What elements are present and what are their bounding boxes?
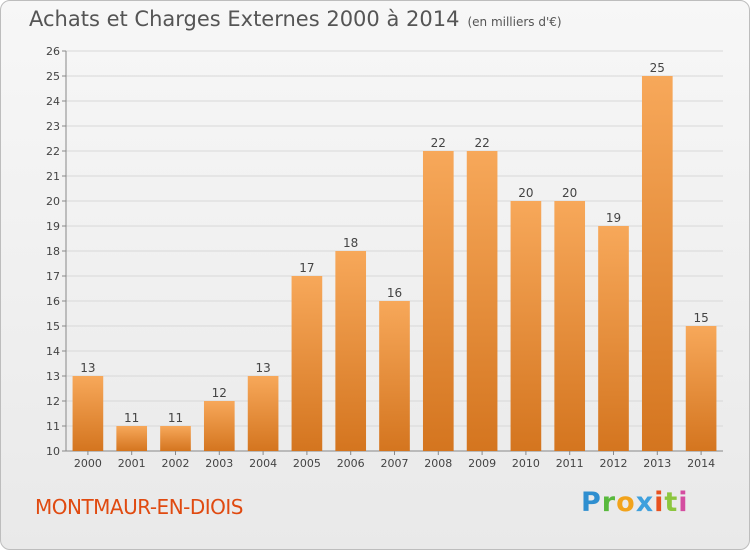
logo-letter: i bbox=[678, 487, 689, 518]
y-tick-label: 23 bbox=[46, 120, 60, 133]
data-label: 12 bbox=[212, 386, 227, 400]
logo-letter: o bbox=[616, 487, 636, 518]
proxiti-logo: Proxiti bbox=[581, 487, 689, 518]
data-label: 13 bbox=[255, 361, 270, 375]
y-tick-label: 13 bbox=[46, 370, 60, 383]
data-label: 25 bbox=[650, 61, 665, 75]
x-tick-label: 2001 bbox=[118, 457, 146, 470]
y-tick-label: 20 bbox=[46, 195, 60, 208]
y-tick-label: 11 bbox=[46, 420, 60, 433]
x-tick-label: 2005 bbox=[293, 457, 321, 470]
y-tick-label: 24 bbox=[46, 95, 60, 108]
logo-letter: x bbox=[635, 487, 655, 518]
bar bbox=[291, 276, 323, 451]
data-label: 20 bbox=[518, 186, 533, 200]
bar bbox=[160, 426, 191, 451]
bar bbox=[685, 326, 717, 451]
x-tick-label: 2010 bbox=[512, 457, 540, 470]
y-tick-label: 15 bbox=[46, 320, 60, 333]
x-tick-label: 2009 bbox=[468, 457, 496, 470]
data-label: 18 bbox=[343, 236, 358, 250]
x-tick-label: 2013 bbox=[643, 457, 671, 470]
x-tick-labels: 2000 2001 2002 2003 2004 2005 2006 2007 2008 2009… bbox=[74, 457, 715, 470]
bars bbox=[72, 76, 717, 451]
chart-title: Achats et Charges Externes 2000 à 2014 (e… bbox=[29, 7, 562, 31]
y-tick-label: 26 bbox=[46, 45, 60, 58]
data-label: 15 bbox=[693, 311, 708, 325]
bar bbox=[598, 226, 629, 451]
bar bbox=[72, 376, 104, 451]
bar bbox=[379, 301, 410, 451]
x-tick-label: 2014 bbox=[687, 457, 715, 470]
data-label: 11 bbox=[168, 411, 183, 425]
y-tick-label: 10 bbox=[46, 445, 60, 458]
bar bbox=[641, 76, 673, 451]
bar bbox=[335, 251, 367, 451]
bar bbox=[203, 401, 235, 451]
data-label: 17 bbox=[299, 261, 314, 275]
bar bbox=[466, 151, 498, 451]
data-label: 16 bbox=[387, 286, 402, 300]
bar bbox=[116, 426, 148, 451]
bar bbox=[554, 201, 586, 451]
y-tick-label: 12 bbox=[46, 395, 60, 408]
x-tick-label: 2000 bbox=[74, 457, 102, 470]
x-tick-label: 2008 bbox=[424, 457, 452, 470]
y-tick-label: 22 bbox=[46, 145, 60, 158]
y-tick-label: 16 bbox=[46, 295, 60, 308]
chart-unit: (en milliers d'€) bbox=[467, 15, 562, 29]
x-tick-label: 2012 bbox=[600, 457, 628, 470]
data-labels: 13 11 11 12 13 17 18 16 22 22 20 20 19 25 15 bbox=[80, 61, 708, 425]
data-label: 13 bbox=[80, 361, 95, 375]
logo-letter: i bbox=[654, 487, 665, 518]
place-name: MONTMAUR-EN-DIOIS bbox=[35, 495, 244, 519]
y-tick-label: 18 bbox=[46, 245, 60, 258]
chart-title-text: Achats et Charges Externes 2000 à 2014 bbox=[29, 7, 460, 31]
data-label: 22 bbox=[474, 136, 489, 150]
data-label: 22 bbox=[431, 136, 446, 150]
x-tick-label: 2002 bbox=[162, 457, 190, 470]
y-tick-label: 17 bbox=[46, 270, 60, 283]
x-tick-label: 2004 bbox=[249, 457, 277, 470]
x-tick-label: 2011 bbox=[556, 457, 584, 470]
y-tick-label: 25 bbox=[46, 70, 60, 83]
data-label: 19 bbox=[606, 211, 621, 225]
y-tick-label: 14 bbox=[46, 345, 60, 358]
y-tick-label: 21 bbox=[46, 170, 60, 183]
x-tick-label: 2006 bbox=[337, 457, 365, 470]
data-label: 11 bbox=[124, 411, 139, 425]
bar bbox=[247, 376, 279, 451]
x-tick-label: 2007 bbox=[381, 457, 409, 470]
logo-letter: r bbox=[601, 487, 617, 518]
x-tick-label: 2003 bbox=[205, 457, 233, 470]
bar bbox=[510, 201, 542, 451]
y-tick-labels: 10 11 12 13 14 15 16 17 18 19 20 21 22 23 24 25 26 bbox=[46, 45, 60, 458]
logo-letter: t bbox=[664, 487, 679, 518]
data-label: 20 bbox=[562, 186, 577, 200]
logo-letter: P bbox=[581, 487, 602, 518]
bar bbox=[422, 151, 454, 451]
y-tick-label: 19 bbox=[46, 220, 60, 233]
